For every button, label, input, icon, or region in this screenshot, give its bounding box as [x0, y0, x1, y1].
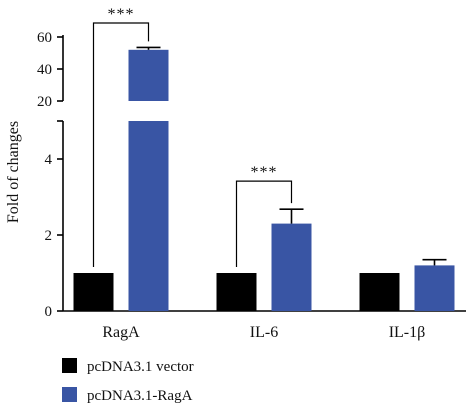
x-tick-label-2: IL-1β — [389, 324, 426, 341]
y-tick-label: 0 — [45, 304, 53, 320]
y-tick-label: 60 — [37, 30, 52, 46]
bar-RagA-pcDNA3.1 vector — [73, 273, 114, 311]
y-tick-label: 40 — [37, 62, 52, 78]
significance-bracket — [235, 180, 293, 267]
significance-bracket — [92, 22, 150, 267]
category-labels: RagA IL-6 IL-1β — [102, 324, 425, 341]
bar-IL-6-pcDNA3.1-RagA — [271, 223, 312, 311]
y-tick-label: 4 — [45, 152, 53, 168]
bar-IL-1β-pcDNA3.1-RagA — [414, 265, 455, 311]
bars — [73, 49, 455, 311]
x-tick-label-1: IL-6 — [250, 324, 278, 341]
legend: pcDNA3.1 vector pcDNA3.1-RagA — [62, 358, 194, 404]
y-tick-label: 2 — [45, 228, 53, 244]
significance-label: *** — [108, 6, 135, 23]
x-tick-label-0: RagA — [102, 324, 140, 341]
bar-RagA-pcDNA3.1-RagA — [128, 49, 169, 101]
legend-label: pcDNA3.1-RagA — [87, 388, 193, 404]
error-bars — [136, 46, 447, 266]
bar-IL-6-pcDNA3.1 vector — [216, 273, 257, 311]
y-tick-label: 20 — [37, 94, 52, 110]
bar-IL-1β-pcDNA3.1 vector — [359, 273, 400, 311]
legend-swatch — [62, 387, 77, 402]
y-axis-title: Fold of changes — [5, 121, 22, 223]
legend-label: pcDNA3.1 vector — [87, 359, 194, 375]
significance-label: *** — [251, 164, 278, 181]
bar-RagA-pcDNA3.1-RagA-lower — [128, 121, 169, 311]
significance-markers: *** *** — [92, 6, 293, 267]
legend-swatch — [62, 358, 77, 373]
